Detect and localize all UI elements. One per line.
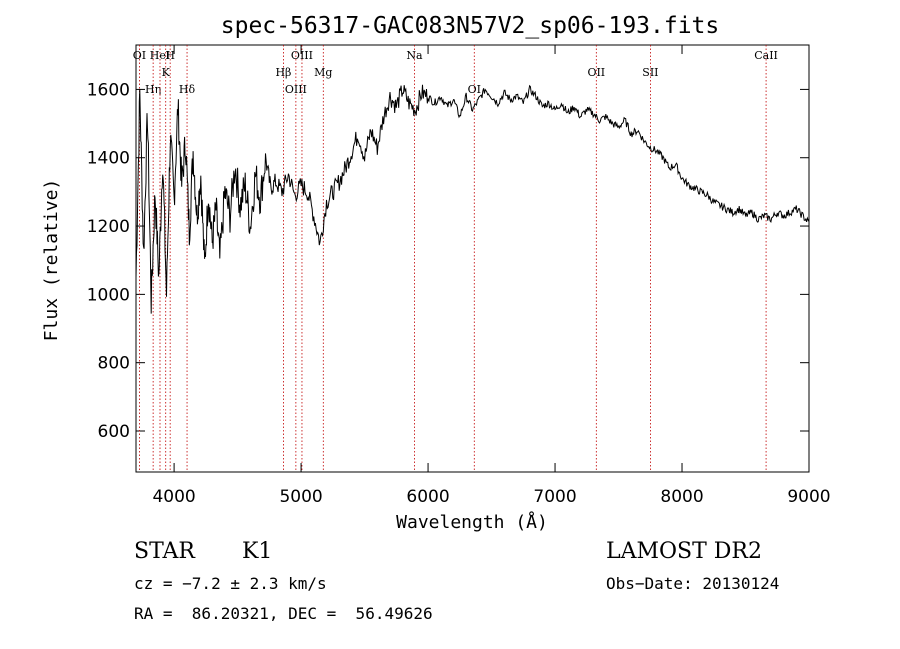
observation-date: Obs−Date: 20130124 xyxy=(606,574,780,593)
x-axis-label: Wavelength (Å) xyxy=(396,511,548,533)
spectrum-line xyxy=(135,84,810,314)
x-tick-label: 9000 xyxy=(787,487,830,507)
y-tick-label: 1400 xyxy=(87,149,130,169)
line-marker-label: K xyxy=(162,66,171,79)
line-marker-label: OI xyxy=(468,83,481,96)
line-marker-label: OIII xyxy=(285,83,307,96)
object-subclass: K1 xyxy=(242,539,273,564)
line-marker-label: SII xyxy=(642,66,658,79)
line-marker-label: Hη xyxy=(145,83,161,96)
chart-title: spec-56317-GAC083N57V2_sp06-193.fits xyxy=(221,13,720,39)
y-tick-label: 1000 xyxy=(87,285,130,305)
coordinates-text: RA = 86.20321, DEC = 56.49626 xyxy=(134,604,433,623)
x-tick-label: 4000 xyxy=(152,487,195,507)
line-marker-label: HeI xyxy=(150,49,170,62)
y-tick-label: 800 xyxy=(98,354,130,374)
y-tick-label: 600 xyxy=(98,422,130,442)
x-tick-label: 7000 xyxy=(533,487,576,507)
line-marker-label: H xyxy=(165,49,175,62)
line-marker-label: Hδ xyxy=(179,83,196,96)
line-marker-label: OIII xyxy=(291,49,313,62)
axis-ticks: 4000 5000 6000 7000 8000 9000 600 800 1000 1200 14… xyxy=(87,45,831,507)
line-marker-label: Mg xyxy=(314,66,332,79)
line-marker-label: Na xyxy=(406,49,423,62)
y-axis-label: Flux (relative) xyxy=(41,179,62,342)
line-marker-label: OI xyxy=(133,49,146,62)
line-marker-label: Hβ xyxy=(275,66,291,79)
y-tick-label: 1200 xyxy=(87,217,130,237)
redshift-text: cz = −7.2 ± 2.3 km/s xyxy=(134,574,327,593)
x-tick-label: 8000 xyxy=(660,487,703,507)
x-tick-label: 6000 xyxy=(406,487,449,507)
line-marker-label: CaII xyxy=(754,49,778,62)
object-class: STAR xyxy=(134,539,195,564)
survey-name: LAMOST DR2 xyxy=(606,539,762,564)
y-tick-label: 1600 xyxy=(87,80,130,100)
line-marker-label: OII xyxy=(587,66,605,79)
x-tick-label: 5000 xyxy=(279,487,322,507)
